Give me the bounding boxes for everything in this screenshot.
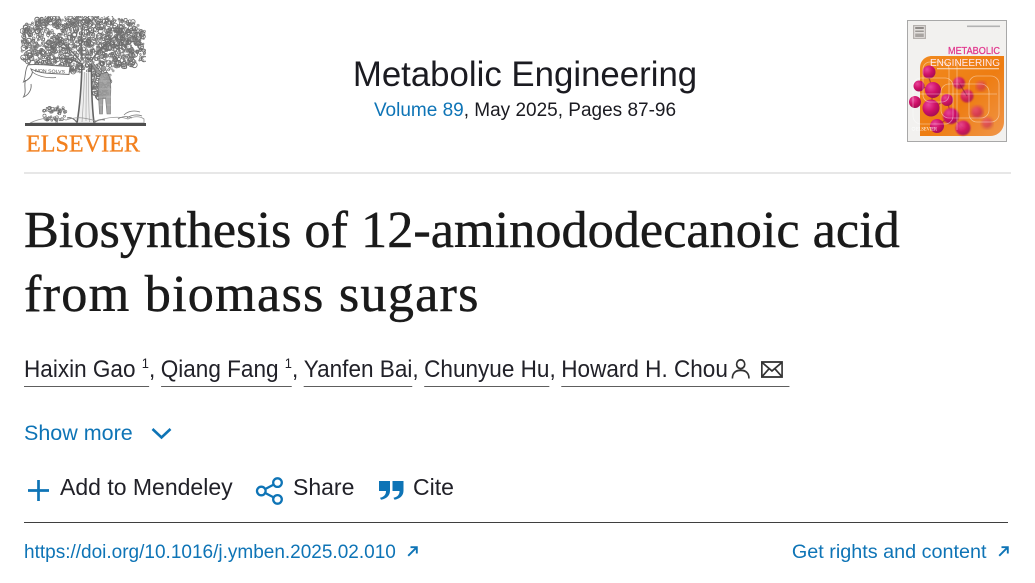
svg-text:ELSEVIER: ELSEVIER — [916, 127, 937, 133]
svg-text:METABOLIC: METABOLIC — [948, 46, 1000, 57]
svg-text:ELSEVIER: ELSEVIER — [26, 131, 141, 153]
svg-text:ENGINEERING: ENGINEERING — [930, 58, 1000, 69]
svg-text:NON SOLVS: NON SOLVS — [35, 68, 65, 74]
